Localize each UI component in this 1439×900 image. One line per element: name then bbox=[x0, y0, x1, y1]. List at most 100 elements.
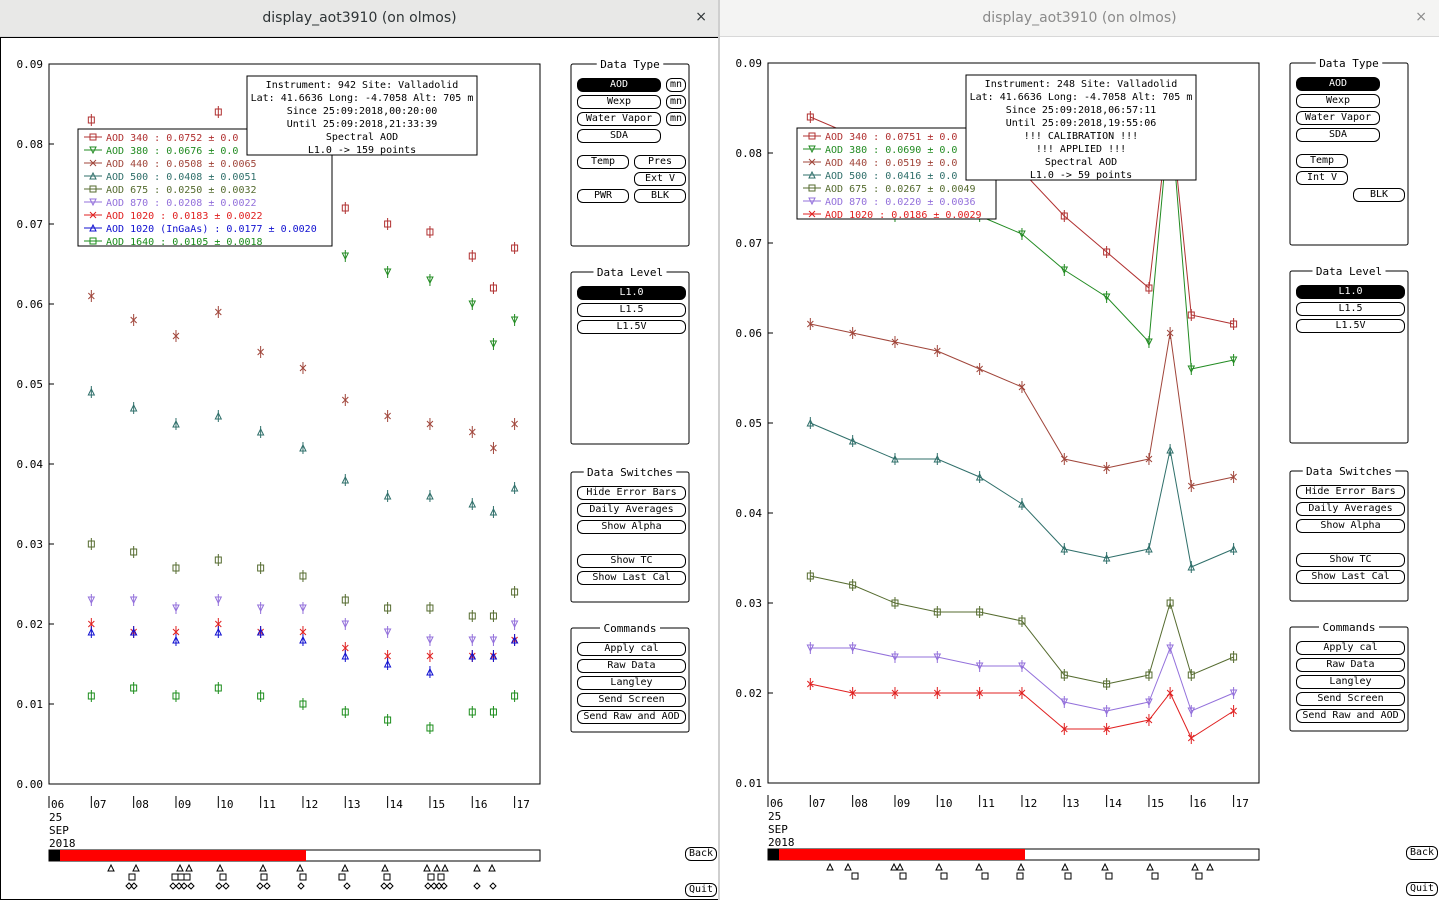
send-raw-and-aod-button[interactable]: Send Raw and AOD bbox=[577, 710, 686, 724]
data-point bbox=[257, 692, 265, 700]
y-tick-label: 0.02 bbox=[736, 687, 763, 700]
close-icon[interactable]: × bbox=[695, 9, 707, 25]
send-raw-and-aod-button[interactable]: Send Raw and AOD bbox=[1296, 709, 1405, 723]
measure-marker bbox=[1105, 872, 1113, 880]
window-divider bbox=[718, 0, 720, 900]
title-bar[interactable]: display_aot3910 (on olmos) × bbox=[0, 0, 719, 37]
measure-marker bbox=[341, 863, 349, 872]
data-point bbox=[1229, 356, 1238, 365]
data-point bbox=[1103, 464, 1110, 472]
aod-button[interactable]: AOD bbox=[577, 78, 661, 92]
back-button[interactable]: Back bbox=[1406, 846, 1438, 860]
daily-averages-button[interactable]: Daily Averages bbox=[577, 503, 686, 517]
langley-button[interactable]: Langley bbox=[1296, 675, 1405, 689]
hide-error-bars-button[interactable]: Hide Error Bars bbox=[577, 486, 686, 500]
info-line: L1.0 -> 159 points bbox=[308, 145, 416, 156]
show-tc-button[interactable]: Show TC bbox=[577, 554, 686, 568]
quit-button[interactable]: Quit bbox=[685, 883, 717, 897]
data-point bbox=[468, 612, 476, 620]
quit-button[interactable]: Quit bbox=[1406, 882, 1438, 896]
daily-averages-button[interactable]: Daily Averages bbox=[1296, 502, 1405, 516]
apply-cal-button[interactable]: Apply cal bbox=[1296, 641, 1405, 655]
measure-marker bbox=[386, 882, 394, 890]
x-tick-label: 08 bbox=[136, 798, 149, 811]
y-tick-label: 0.03 bbox=[17, 538, 44, 551]
data-point bbox=[933, 347, 941, 355]
info-line: Instrument: 942 Site: Valladolid bbox=[266, 80, 459, 91]
l15v-button[interactable]: L1.5V bbox=[1296, 319, 1405, 333]
l15-button[interactable]: L1.5 bbox=[577, 303, 686, 317]
data-point bbox=[87, 620, 95, 628]
data-point bbox=[383, 268, 392, 277]
wexp-button[interactable]: Wexp bbox=[1296, 94, 1380, 108]
show-alpha-button[interactable]: Show Alpha bbox=[1296, 519, 1405, 533]
water-vapor-button[interactable]: Water Vapor bbox=[1296, 111, 1380, 125]
water-vapor-button[interactable]: Water Vapor bbox=[577, 112, 661, 126]
measure-marker bbox=[430, 882, 438, 890]
temp-button[interactable]: Temp bbox=[1296, 154, 1348, 168]
l10-button[interactable]: L1.0 bbox=[577, 286, 686, 300]
measure-marker bbox=[107, 863, 115, 872]
data-point bbox=[299, 635, 307, 644]
legend-label: AOD 1020 : 0.0186 ± 0.0029 bbox=[825, 210, 982, 221]
l10-button[interactable]: L1.0 bbox=[1296, 285, 1405, 299]
pres-button[interactable]: Pres bbox=[634, 155, 686, 169]
data-point bbox=[384, 716, 392, 724]
info-line: Lat: 41.6636 Long: -4.7058 Alt: 705 m bbox=[970, 92, 1193, 103]
pwr-button[interactable]: PWR bbox=[577, 189, 629, 203]
measure-marker bbox=[180, 882, 188, 890]
wexp-button[interactable]: Wexp bbox=[577, 95, 661, 109]
data-point bbox=[1187, 707, 1196, 716]
x-tick-label: 12 bbox=[305, 798, 318, 811]
raw-data-button[interactable]: Raw Data bbox=[1296, 658, 1405, 672]
x-tick-label: 06 bbox=[770, 797, 783, 810]
blk-button[interactable]: BLK bbox=[634, 189, 686, 203]
data-point bbox=[849, 689, 857, 697]
show-tc-button[interactable]: Show TC bbox=[1296, 553, 1405, 567]
legend-marker bbox=[808, 170, 816, 179]
blk-button[interactable]: BLK bbox=[1353, 188, 1405, 202]
langley-button[interactable]: Langley bbox=[577, 676, 686, 690]
info-line: Until 25:09:2018,19:55:06 bbox=[1006, 118, 1157, 129]
show-last-cal-button[interactable]: Show Last Cal bbox=[1296, 570, 1405, 584]
title-bar[interactable]: display_aot3910 (on olmos) × bbox=[720, 0, 1439, 37]
temp-button[interactable]: Temp bbox=[577, 155, 629, 169]
back-button[interactable]: Back bbox=[685, 847, 717, 861]
hide-error-bars-button[interactable]: Hide Error Bars bbox=[1296, 485, 1405, 499]
date-year: 2018 bbox=[49, 837, 76, 850]
date-day: 25 bbox=[49, 811, 62, 824]
raw-data-button[interactable]: Raw Data bbox=[577, 659, 686, 673]
panel-title: Data Type bbox=[1319, 57, 1379, 70]
aod-button[interactable]: AOD bbox=[1296, 77, 1380, 91]
close-icon[interactable]: × bbox=[1415, 9, 1427, 25]
send-screen-button[interactable]: Send Screen bbox=[1296, 692, 1405, 706]
data-point bbox=[426, 604, 434, 612]
measure-marker bbox=[489, 882, 497, 890]
y-tick-label: 0.05 bbox=[736, 417, 763, 430]
sda-button[interactable]: SDA bbox=[1296, 128, 1380, 142]
ext-v-button[interactable]: Ext V bbox=[634, 172, 686, 186]
apply-cal-button[interactable]: Apply cal bbox=[577, 642, 686, 656]
data-point bbox=[489, 636, 498, 645]
show-last-cal-button[interactable]: Show Last Cal bbox=[577, 571, 686, 585]
legend-marker bbox=[89, 133, 97, 141]
data-point bbox=[426, 636, 434, 645]
panel-title: Data Level bbox=[1316, 265, 1382, 278]
l15-button[interactable]: L1.5 bbox=[1296, 302, 1405, 316]
data-point bbox=[214, 627, 223, 636]
wexp-mn-button[interactable]: mn bbox=[666, 95, 686, 109]
data-point bbox=[214, 556, 222, 564]
water-vapor-mn-button[interactable]: mn bbox=[666, 112, 686, 126]
sda-button[interactable]: SDA bbox=[577, 129, 661, 143]
aod-mn-button[interactable]: mn bbox=[666, 78, 686, 92]
l15v-button[interactable]: L1.5V bbox=[577, 320, 686, 334]
measure-marker bbox=[1017, 862, 1025, 871]
x-tick-label: 07 bbox=[93, 798, 106, 811]
send-screen-button[interactable]: Send Screen bbox=[577, 693, 686, 707]
data-point bbox=[511, 244, 519, 252]
date-day: 25 bbox=[768, 810, 781, 823]
data-point bbox=[1102, 293, 1111, 302]
show-alpha-button[interactable]: Show Alpha bbox=[577, 520, 686, 534]
ext-v-button[interactable]: Int V bbox=[1296, 171, 1348, 185]
measure-marker bbox=[437, 873, 445, 881]
